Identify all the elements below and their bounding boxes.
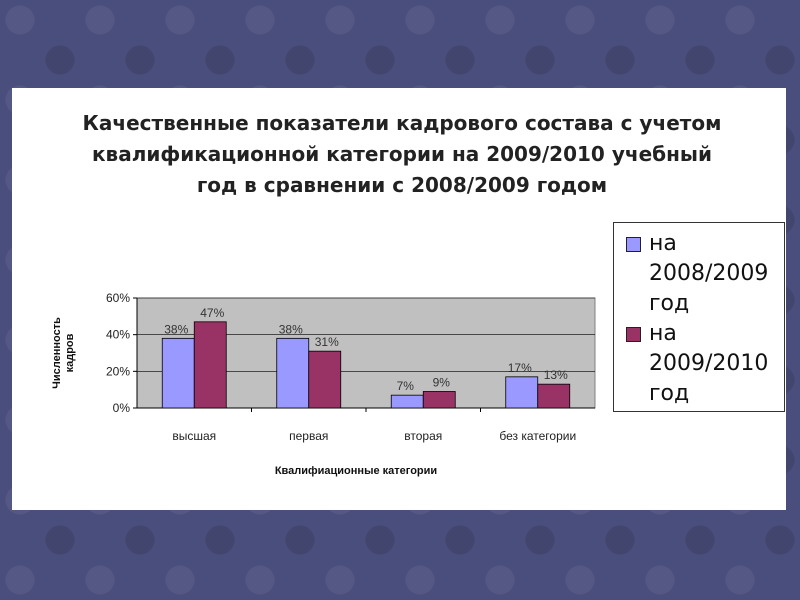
- bar-2008: [161, 337, 195, 409]
- x-tick-label: высшая: [172, 429, 216, 443]
- data-label: 17%: [508, 361, 532, 375]
- bar-2009: [308, 350, 342, 409]
- legend-item-2008: на 2008/2009 год: [626, 229, 784, 319]
- legend-item-2009: на 2009/2010 год: [626, 319, 784, 409]
- legend-label-2008: на 2008/2009 год: [649, 231, 769, 316]
- legend-swatch-2008: [626, 237, 641, 252]
- x-tick-label: вторая: [404, 429, 442, 443]
- y-axis-title-line: Численность: [51, 317, 63, 389]
- bar-2008: [276, 337, 310, 409]
- y-tick-label: 60%: [106, 291, 130, 305]
- bar-2009: [422, 391, 456, 409]
- x-axis-title: Квалифиационные категории: [275, 465, 437, 477]
- data-label: 38%: [279, 322, 303, 336]
- y-axis-title: Численностькадров: [51, 317, 76, 389]
- x-tick-label: первая: [289, 429, 328, 443]
- bar-2009: [193, 321, 227, 409]
- legend-label-2009: на 2009/2010 год: [649, 321, 769, 406]
- data-label: 7%: [397, 379, 415, 393]
- data-label: 31%: [315, 335, 339, 349]
- bar-2008: [505, 376, 539, 409]
- chart-panel: Качественные показатели кадрового состав…: [12, 88, 786, 510]
- data-label: 47%: [200, 306, 224, 320]
- bar-chart: 0% 20% 40% 60% 38% 47% высшая 38% 31% первая 7% 9% в…: [51, 291, 596, 477]
- legend-swatch-2009: [626, 327, 641, 342]
- bar-2008: [390, 394, 424, 409]
- chart-title: Качественные показатели кадрового состав…: [82, 111, 722, 197]
- chart-legend: на 2008/2009 год на 2009/2010 год: [613, 222, 785, 412]
- y-tick-label: 0%: [113, 401, 131, 415]
- y-axis-title-line: кадров: [64, 333, 76, 372]
- data-label: 9%: [433, 376, 451, 390]
- y-tick-label: 40%: [106, 328, 130, 342]
- x-tick-label: без категории: [499, 429, 576, 443]
- data-label: 13%: [544, 368, 568, 382]
- data-label: 38%: [164, 322, 188, 336]
- bar-2009: [537, 383, 571, 409]
- y-tick-label: 20%: [106, 364, 130, 378]
